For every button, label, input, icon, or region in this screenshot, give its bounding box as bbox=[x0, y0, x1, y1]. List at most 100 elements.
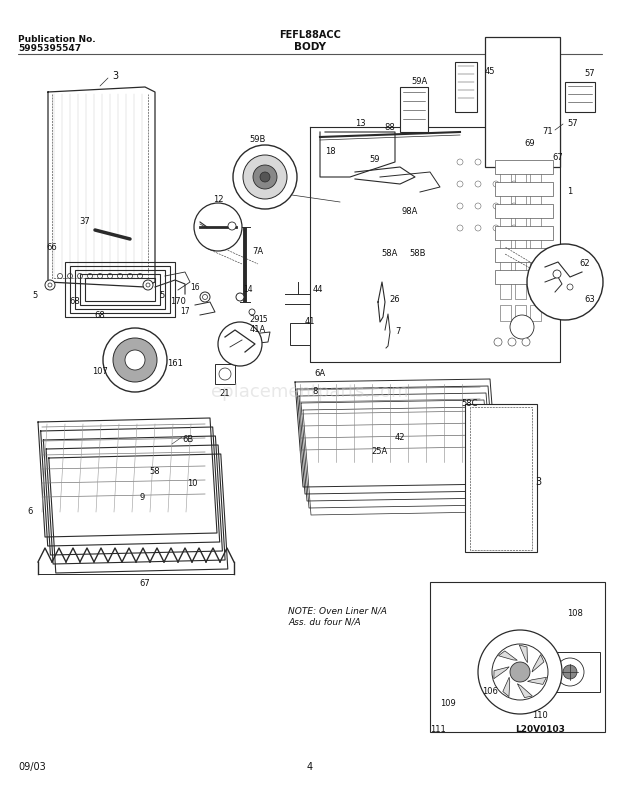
Circle shape bbox=[511, 181, 517, 187]
Circle shape bbox=[475, 225, 481, 231]
Text: 1: 1 bbox=[567, 188, 573, 196]
Text: Publication No.: Publication No. bbox=[18, 35, 95, 44]
Circle shape bbox=[138, 273, 143, 279]
Circle shape bbox=[107, 273, 112, 279]
Text: 45: 45 bbox=[485, 67, 495, 77]
Circle shape bbox=[457, 225, 463, 231]
Text: 15: 15 bbox=[258, 315, 268, 325]
Bar bbox=[515, 195, 526, 211]
Bar bbox=[495, 270, 553, 284]
Text: 59B: 59B bbox=[250, 135, 266, 144]
Text: 6: 6 bbox=[27, 508, 33, 516]
Bar bbox=[65, 262, 175, 317]
Text: 69: 69 bbox=[525, 139, 535, 148]
Text: 6A: 6A bbox=[314, 370, 326, 379]
Bar bbox=[515, 305, 526, 321]
Text: 5995395547: 5995395547 bbox=[18, 44, 81, 53]
Bar bbox=[500, 151, 511, 167]
Polygon shape bbox=[498, 651, 517, 661]
Bar bbox=[550, 652, 600, 692]
Circle shape bbox=[556, 658, 584, 686]
Circle shape bbox=[103, 328, 167, 392]
Polygon shape bbox=[517, 683, 533, 698]
Circle shape bbox=[236, 293, 244, 301]
Polygon shape bbox=[494, 667, 509, 679]
Text: 41: 41 bbox=[305, 318, 315, 326]
Circle shape bbox=[200, 292, 210, 302]
Text: 62: 62 bbox=[580, 260, 590, 268]
Circle shape bbox=[128, 273, 133, 279]
Text: 12: 12 bbox=[213, 195, 223, 204]
Text: 3: 3 bbox=[535, 477, 541, 487]
Text: 106: 106 bbox=[482, 687, 498, 696]
Text: 37: 37 bbox=[79, 218, 91, 227]
Text: 58: 58 bbox=[149, 467, 161, 477]
Text: 21: 21 bbox=[219, 390, 230, 398]
Bar bbox=[500, 217, 511, 233]
Circle shape bbox=[58, 273, 63, 279]
Circle shape bbox=[475, 203, 481, 209]
Text: 110: 110 bbox=[532, 711, 548, 721]
Circle shape bbox=[118, 273, 123, 279]
Polygon shape bbox=[528, 677, 546, 684]
Circle shape bbox=[260, 172, 270, 182]
Circle shape bbox=[494, 338, 502, 346]
Circle shape bbox=[522, 338, 530, 346]
Circle shape bbox=[457, 181, 463, 187]
Text: 98A: 98A bbox=[402, 208, 418, 216]
Text: 13: 13 bbox=[355, 120, 365, 128]
Bar bbox=[515, 283, 526, 299]
Circle shape bbox=[511, 159, 517, 165]
Text: 5: 5 bbox=[32, 291, 38, 300]
Text: 14: 14 bbox=[243, 284, 253, 294]
Circle shape bbox=[203, 295, 208, 299]
Circle shape bbox=[475, 159, 481, 165]
Text: 68: 68 bbox=[69, 298, 81, 307]
Text: 109: 109 bbox=[440, 699, 456, 709]
Text: 170: 170 bbox=[170, 298, 186, 307]
Circle shape bbox=[478, 630, 562, 714]
Text: 41A: 41A bbox=[250, 326, 266, 334]
Circle shape bbox=[78, 273, 82, 279]
Text: 6B: 6B bbox=[182, 435, 193, 444]
Circle shape bbox=[219, 368, 231, 380]
Circle shape bbox=[527, 244, 603, 320]
Circle shape bbox=[553, 270, 561, 278]
Bar bbox=[495, 160, 553, 174]
Circle shape bbox=[243, 155, 287, 199]
Bar bbox=[515, 151, 526, 167]
Text: NOTE: Oven Liner N/A
Ass. du four N/A: NOTE: Oven Liner N/A Ass. du four N/A bbox=[288, 607, 387, 626]
Text: 26: 26 bbox=[390, 295, 401, 304]
Circle shape bbox=[508, 338, 516, 346]
Text: 17: 17 bbox=[180, 307, 190, 317]
Text: 68: 68 bbox=[95, 311, 105, 321]
Polygon shape bbox=[503, 677, 510, 697]
Circle shape bbox=[510, 662, 530, 682]
Text: BODY: BODY bbox=[294, 42, 326, 52]
Circle shape bbox=[493, 181, 499, 187]
Bar bbox=[400, 87, 428, 132]
Circle shape bbox=[45, 280, 55, 290]
Circle shape bbox=[511, 203, 517, 209]
Bar bbox=[215, 364, 235, 384]
Circle shape bbox=[493, 159, 499, 165]
Text: 3: 3 bbox=[112, 71, 118, 81]
Circle shape bbox=[68, 273, 73, 279]
Bar bbox=[85, 278, 155, 301]
Circle shape bbox=[457, 159, 463, 165]
Text: 7: 7 bbox=[396, 328, 401, 337]
Circle shape bbox=[228, 222, 236, 230]
Bar bbox=[500, 261, 511, 277]
Bar bbox=[515, 173, 526, 189]
Text: 161: 161 bbox=[167, 360, 183, 368]
Bar bbox=[515, 239, 526, 255]
Circle shape bbox=[48, 283, 52, 287]
Circle shape bbox=[249, 309, 255, 315]
Text: 57: 57 bbox=[568, 120, 578, 128]
Bar bbox=[290, 323, 310, 345]
Bar bbox=[500, 305, 511, 321]
Text: 59: 59 bbox=[370, 155, 380, 165]
Text: 7A: 7A bbox=[252, 247, 264, 257]
Circle shape bbox=[113, 338, 157, 382]
Text: 9: 9 bbox=[140, 493, 144, 501]
